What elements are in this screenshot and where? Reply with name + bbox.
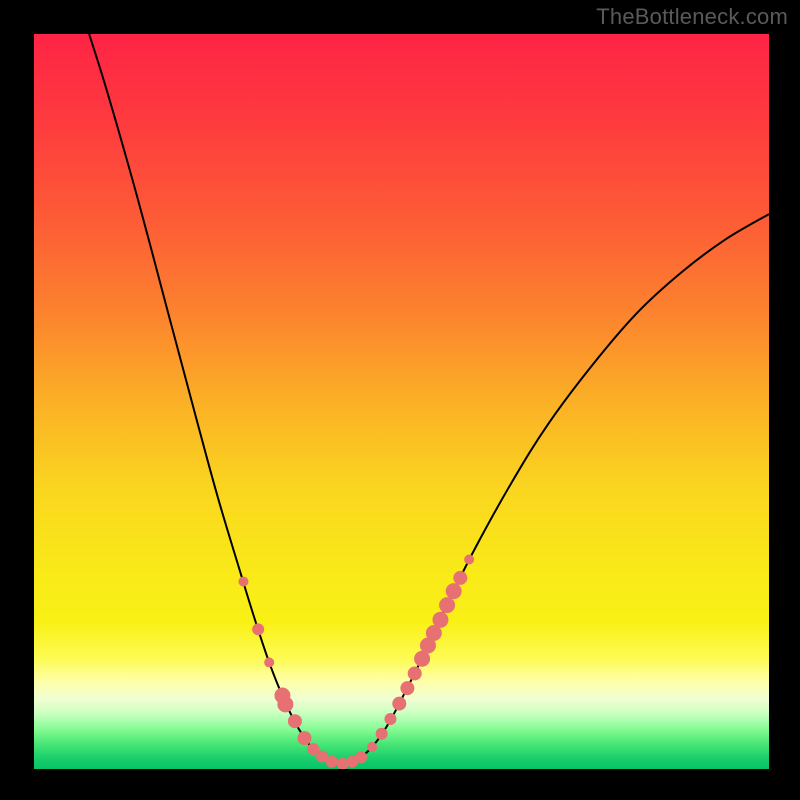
data-point bbox=[288, 714, 302, 728]
bottleneck-chart bbox=[34, 34, 769, 769]
data-point bbox=[432, 612, 448, 628]
data-point bbox=[326, 756, 338, 768]
data-point bbox=[408, 666, 422, 680]
data-point bbox=[238, 577, 248, 587]
data-point bbox=[400, 681, 414, 695]
data-point bbox=[464, 555, 474, 565]
data-point bbox=[446, 583, 462, 599]
data-point bbox=[297, 731, 311, 745]
data-point bbox=[392, 697, 406, 711]
data-point bbox=[376, 728, 388, 740]
watermark-label: TheBottleneck.com bbox=[596, 4, 788, 30]
data-point bbox=[252, 623, 264, 635]
gradient-background bbox=[34, 34, 769, 769]
data-point bbox=[277, 696, 293, 712]
data-point bbox=[355, 751, 367, 763]
data-point bbox=[453, 571, 467, 585]
data-point bbox=[439, 597, 455, 613]
data-point bbox=[367, 742, 377, 752]
data-point bbox=[264, 657, 274, 667]
chart-frame: TheBottleneck.com bbox=[0, 0, 800, 800]
data-point bbox=[384, 713, 396, 725]
